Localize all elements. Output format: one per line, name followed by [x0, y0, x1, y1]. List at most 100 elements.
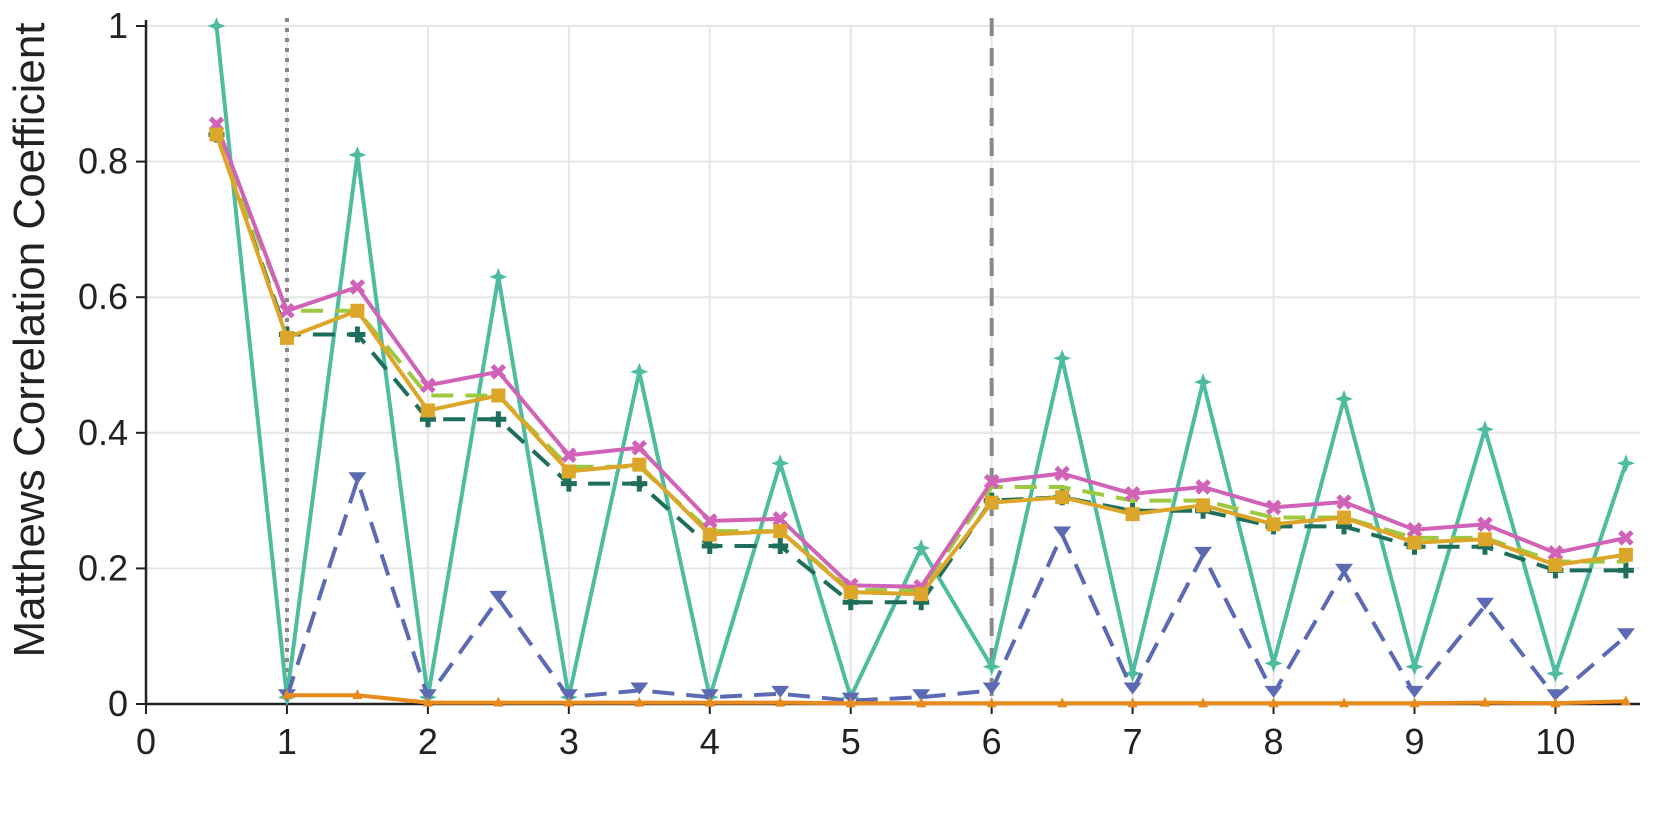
data-point: [279, 330, 294, 345]
data-point: [1620, 695, 1631, 706]
data-point: [634, 696, 645, 707]
x-tick-label: 3: [559, 721, 579, 762]
data-point: [1123, 682, 1142, 695]
x-tick-label: 10: [1535, 721, 1575, 762]
data-point: [1194, 546, 1213, 559]
data-point: [1264, 685, 1283, 698]
data-point: [1268, 697, 1279, 708]
y-tick-label: 0.2: [78, 547, 128, 588]
data-point: [420, 377, 436, 394]
data-point: [493, 696, 504, 707]
data-point: [207, 17, 226, 35]
data-point: [983, 473, 1000, 490]
data-point: [914, 587, 929, 602]
data-point: [1336, 494, 1352, 510]
data-point: [1477, 516, 1493, 533]
data-point: [702, 513, 718, 529]
data-point: [561, 464, 576, 479]
data-point: [982, 682, 1001, 695]
data-point: [1194, 372, 1213, 391]
data-point: [1616, 454, 1635, 473]
data-point: [775, 696, 786, 707]
data-point: [1477, 532, 1492, 547]
x-axis: 0 1 2 3 4 5 6 7 8 9 10: [136, 702, 1640, 762]
data-point: [490, 411, 507, 428]
data-point: [348, 145, 367, 164]
data-point: [982, 657, 1001, 676]
data-point: [209, 127, 224, 142]
x-tick-label: 4: [700, 721, 720, 762]
y-tick-label: 0.8: [78, 141, 128, 182]
x-tick-label: 0: [136, 721, 156, 762]
data-point: [1409, 697, 1420, 708]
data-point: [281, 689, 292, 700]
data-point: [912, 689, 931, 702]
data-point: [489, 590, 508, 603]
y-axis: 0 0.2 0.4 0.6 0.8 1: [78, 5, 148, 724]
series-5: [208, 116, 1634, 595]
data-point: [561, 447, 577, 463]
data-series: [207, 17, 1635, 708]
data-point: [1266, 517, 1281, 532]
y-tick-label: 0.6: [78, 276, 128, 317]
x-tick-label: 6: [982, 721, 1002, 762]
data-point: [1127, 697, 1138, 708]
data-point: [348, 472, 367, 485]
data-point: [1618, 547, 1633, 562]
data-point: [420, 403, 435, 418]
data-point: [1053, 526, 1072, 539]
x-tick-label: 2: [418, 721, 438, 762]
data-point: [1546, 664, 1565, 683]
data-point: [350, 303, 365, 318]
series-line: [284, 478, 1628, 703]
data-point: [1055, 490, 1070, 505]
data-point: [845, 697, 856, 708]
data-point: [1335, 563, 1354, 576]
data-point: [422, 696, 433, 707]
data-point: [702, 527, 717, 542]
data-point: [984, 495, 999, 510]
series-line: [286, 693, 1626, 706]
data-point: [349, 279, 366, 295]
data-point: [1196, 498, 1211, 513]
data-point: [772, 538, 789, 555]
data-point: [418, 689, 437, 702]
data-point: [1265, 499, 1282, 516]
data-point: [1195, 479, 1211, 495]
data-point: [1617, 562, 1634, 579]
data-point: [632, 457, 647, 472]
data-point: [773, 524, 788, 539]
data-point: [1407, 535, 1422, 550]
x-tick-label: 7: [1123, 721, 1143, 762]
data-point: [1053, 349, 1072, 368]
data-point: [772, 511, 789, 527]
data-point: [700, 689, 719, 702]
data-point: [491, 388, 506, 403]
series-2: [281, 689, 1631, 708]
x-tick-label: 5: [841, 721, 861, 762]
data-point: [1546, 689, 1565, 702]
data-point: [630, 682, 649, 695]
data-point: [1125, 507, 1140, 522]
y-tick-label: 0: [108, 683, 128, 724]
data-point: [1618, 530, 1634, 546]
data-point: [1547, 545, 1564, 561]
data-point: [916, 697, 927, 708]
data-point: [1406, 521, 1423, 538]
data-point: [704, 696, 715, 707]
data-point: [1337, 510, 1352, 525]
data-point: [1198, 697, 1209, 708]
data-point: [1475, 597, 1494, 610]
data-point: [1405, 685, 1424, 698]
reference-lines: [284, 18, 994, 704]
data-point: [1057, 697, 1068, 708]
x-tick-label: 8: [1264, 721, 1284, 762]
series-1: [277, 472, 1635, 705]
data-point: [1616, 628, 1635, 641]
data-point: [912, 539, 931, 558]
y-tick-label: 1: [108, 5, 128, 46]
data-point: [1054, 465, 1070, 482]
x-tick-label: 1: [277, 721, 297, 762]
x-tick-label: 9: [1404, 721, 1424, 762]
